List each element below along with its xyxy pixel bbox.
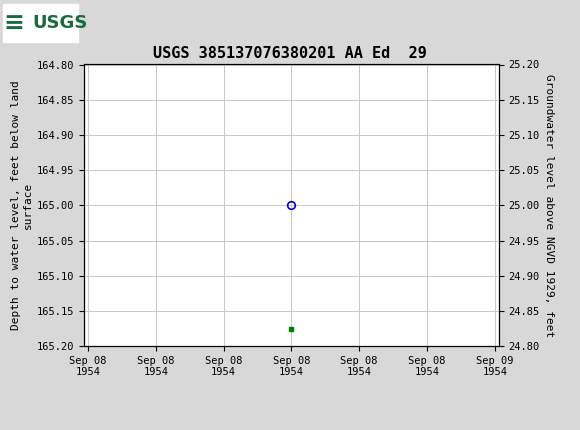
Y-axis label: Depth to water level, feet below land
surface: Depth to water level, feet below land su… <box>11 80 32 330</box>
Text: USGS 385137076380201 AA Ed  29: USGS 385137076380201 AA Ed 29 <box>153 46 427 61</box>
FancyBboxPatch shape <box>3 3 78 42</box>
Text: ≡: ≡ <box>3 11 24 34</box>
Y-axis label: Groundwater level above NGVD 1929, feet: Groundwater level above NGVD 1929, feet <box>544 74 554 337</box>
Text: USGS: USGS <box>32 14 87 31</box>
